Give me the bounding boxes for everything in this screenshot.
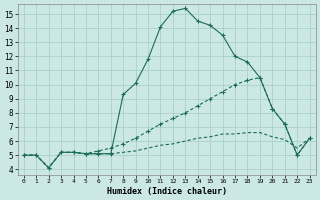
X-axis label: Humidex (Indice chaleur): Humidex (Indice chaleur) bbox=[107, 187, 227, 196]
